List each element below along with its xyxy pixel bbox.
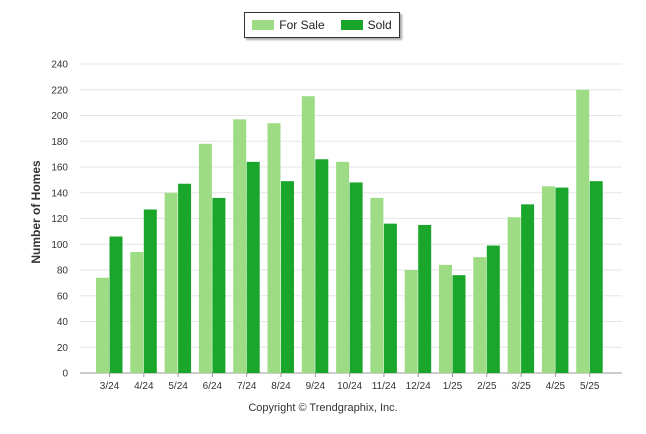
legend-label-for-sale: For Sale bbox=[279, 18, 325, 32]
bar-for-sale[interactable] bbox=[130, 251, 144, 373]
y-axis-label: Number of Homes bbox=[29, 160, 43, 264]
x-tick-label: 5/25 bbox=[580, 381, 600, 392]
y-tick-label: 160 bbox=[51, 163, 68, 174]
bar-sold[interactable] bbox=[109, 236, 123, 373]
x-tick-label: 1/25 bbox=[443, 381, 463, 392]
x-tick-label: 4/24 bbox=[134, 381, 154, 392]
y-tick-label: 20 bbox=[57, 343, 69, 354]
y-tick-label: 40 bbox=[57, 317, 69, 328]
y-tick-label: 60 bbox=[57, 291, 69, 302]
bar-for-sale[interactable] bbox=[233, 119, 247, 373]
x-tick-label: 6/24 bbox=[203, 381, 223, 392]
legend-swatch-for-sale bbox=[252, 20, 275, 30]
x-tick-label: 8/24 bbox=[271, 381, 291, 392]
legend-item-for-sale[interactable]: For Sale bbox=[252, 18, 325, 32]
y-tick-labels: 0 20 40 60 80 100 120 140 160 180 200 220 240 bbox=[51, 60, 68, 380]
bar-for-sale[interactable] bbox=[96, 277, 109, 373]
bar-for-sale[interactable] bbox=[473, 257, 487, 373]
copyright-footer: Copyright © Trendgraphix, Inc. bbox=[248, 402, 398, 414]
bar-for-sale[interactable] bbox=[198, 143, 212, 373]
legend-label-sold: Sold bbox=[367, 18, 392, 32]
x-tick-label: 7/24 bbox=[237, 381, 257, 392]
y-tick-label: 0 bbox=[62, 369, 68, 380]
y-tick-label: 200 bbox=[51, 111, 68, 122]
y-tick-label: 80 bbox=[57, 266, 69, 277]
bar-sold[interactable] bbox=[589, 181, 603, 373]
x-tick-label: 4/25 bbox=[546, 381, 566, 392]
x-tick-label: 3/25 bbox=[511, 381, 531, 392]
bars bbox=[96, 89, 603, 373]
x-tick-label: 3/24 bbox=[100, 381, 120, 392]
bar-sold[interactable] bbox=[178, 183, 192, 373]
y-tick-label: 140 bbox=[51, 188, 68, 199]
bar-for-sale[interactable] bbox=[370, 197, 384, 373]
y-tick-label: 220 bbox=[51, 85, 68, 96]
x-tick-label: 2/25 bbox=[477, 381, 497, 392]
bar-for-sale[interactable] bbox=[541, 186, 555, 373]
legend-swatch-sold bbox=[340, 20, 363, 30]
bar-for-sale[interactable] bbox=[439, 264, 452, 373]
y-tick-label: 100 bbox=[51, 240, 68, 251]
bar-sold[interactable] bbox=[418, 224, 432, 373]
bar-for-sale[interactable] bbox=[267, 123, 281, 373]
bar-sold[interactable] bbox=[486, 245, 500, 373]
y-tick-label: 240 bbox=[51, 60, 68, 71]
x-tick-labels: 3/24 4/24 5/24 6/24 7/24 8/24 9/24 10/24 11/24 12… bbox=[100, 373, 600, 392]
bar-sold[interactable] bbox=[452, 275, 466, 373]
x-tick-label: 11/24 bbox=[372, 381, 397, 392]
bar-for-sale[interactable] bbox=[301, 96, 315, 373]
x-tick-label: 10/24 bbox=[337, 381, 362, 392]
bar-for-sale[interactable] bbox=[404, 270, 418, 373]
bar-sold[interactable] bbox=[246, 161, 260, 373]
legend-item-sold[interactable]: Sold bbox=[340, 18, 392, 32]
bar-sold[interactable] bbox=[315, 159, 329, 373]
legend: For Sale Sold bbox=[244, 12, 400, 38]
y-tick-label: 120 bbox=[51, 214, 68, 225]
bar-for-sale[interactable] bbox=[507, 217, 521, 373]
bar-sold[interactable] bbox=[281, 181, 294, 373]
bar-for-sale[interactable] bbox=[336, 161, 350, 373]
bar-sold[interactable] bbox=[383, 223, 397, 373]
x-tick-label: 9/24 bbox=[306, 381, 326, 392]
x-tick-label: 5/24 bbox=[168, 381, 188, 392]
bar-sold[interactable] bbox=[212, 197, 226, 373]
bar-sold[interactable] bbox=[521, 204, 535, 373]
bar-sold[interactable] bbox=[349, 182, 363, 373]
bar-sold[interactable] bbox=[143, 209, 157, 373]
x-tick-label: 12/24 bbox=[406, 381, 431, 392]
bar-for-sale[interactable] bbox=[164, 192, 178, 373]
y-tick-label: 180 bbox=[51, 137, 68, 148]
bar-for-sale[interactable] bbox=[576, 89, 590, 373]
bar-sold[interactable] bbox=[555, 187, 569, 373]
